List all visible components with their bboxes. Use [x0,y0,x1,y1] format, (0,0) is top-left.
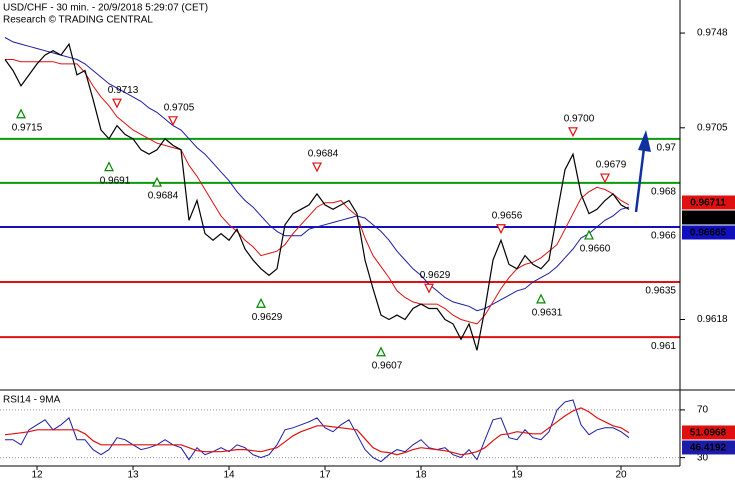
support-marker [584,229,594,240]
resistance-marker [112,98,122,109]
pivot-label: 0.9607 [372,360,403,371]
resistance-marker [168,116,178,127]
chart-subtitle: Research © TRADING CENTRAL [3,15,153,26]
pivot-label: 0.9705 [164,102,195,113]
x-tick-label: 19 [511,470,523,480]
support-marker [376,346,386,357]
support-marker [152,176,162,187]
x-tick-label: 13 [127,470,139,480]
pivot-label: 0.9660 [580,244,611,255]
plot-layer [0,37,680,463]
x-tick-label: 17 [319,470,331,480]
x-tick-label: 20 [615,470,627,480]
pivot-label: 0.9684 [148,191,179,202]
pivot-label: 0.9700 [564,113,595,124]
support-marker [536,293,546,304]
support-marker [256,297,266,308]
y-tick-label: 0.9748 [697,28,728,39]
y-tick-label: 70 [697,405,709,416]
last-value-label: 0.96711 [690,198,726,209]
forecast-arrow-head [638,130,651,152]
y-tick-label: 0.9705 [697,122,728,133]
series-line [4,42,630,351]
level-label: 0.966 [651,231,676,242]
panel-title: RSI14 - 9MA [3,395,61,406]
last-value-label: 0.96683 [690,213,727,224]
last-value-tag [682,210,735,225]
last-value-tag [682,440,735,455]
pivot-label: 0.9713 [108,85,139,96]
x-tick-label: 18 [415,470,427,480]
level-label: 0.9635 [645,286,676,297]
pivot-label: 0.9684 [308,149,339,160]
level-label: 0.961 [651,341,676,352]
pivot-label: 0.9656 [492,210,523,221]
y-tick-label: 30 [697,452,709,463]
last-value-tag [682,195,735,210]
last-value-label: 0.96665 [690,228,727,239]
last-value-label: 46.4192 [690,443,727,454]
last-value-label: 51.0968 [690,428,727,439]
pivot-label: 0.9629 [420,270,451,281]
overlay-layer: 0.9748 0.9705 0.9618 0.97 0.968 0.966 0.9635 0.… [12,28,735,480]
support-marker [16,108,26,119]
support-marker [104,161,114,172]
resistance-marker [600,173,610,184]
last-value-tag [682,425,735,440]
resistance-marker [312,162,322,173]
resistance-marker [424,283,434,294]
pivot-label: 0.9715 [12,122,43,133]
series-line [5,399,630,463]
series-line [4,37,630,312]
y-tick-label: 0.9618 [697,314,728,325]
pivot-label: 0.9679 [596,160,627,171]
resistance-marker [496,224,506,235]
chart-title: USD/CHF - 30 min. - 20/9/2018 5:29:07 (C… [3,3,208,14]
pivot-label: 0.9691 [100,175,131,186]
pivot-label: 0.9631 [532,307,563,318]
series-line [4,407,630,456]
x-tick-label: 14 [223,470,235,480]
level-label: 0.968 [651,187,676,198]
pivot-label: 0.9629 [252,312,283,323]
x-tick-label: 12 [31,470,43,480]
series-line [5,59,630,325]
resistance-marker [568,127,578,138]
forecast-arrow [634,147,646,213]
last-value-tag [682,225,735,240]
level-label: 0.97 [657,142,677,153]
